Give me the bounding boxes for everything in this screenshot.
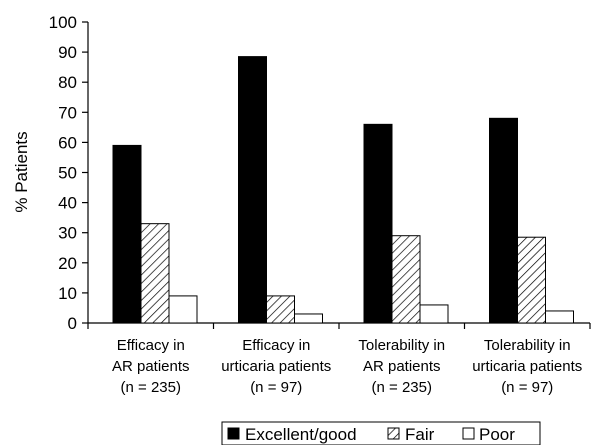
x-category-label: (n = 97) (501, 379, 553, 396)
bar-poor-3 (419, 304, 449, 324)
legend-box (221, 421, 541, 445)
legend-label: Fair (405, 425, 435, 444)
bar-poor-4 (545, 310, 574, 324)
bar-fair-2 (266, 295, 295, 324)
y-tick-label: 50 (58, 164, 77, 183)
legend: Excellent/good Fair Poor (221, 421, 541, 445)
bar-poor-1 (168, 295, 198, 324)
bar-excellent-good-4 (489, 117, 518, 324)
y-tick-label: 70 (58, 103, 77, 122)
bar-excellent-good-2 (238, 56, 267, 324)
x-category-label: Tolerability in (484, 337, 571, 354)
y-tick-label: 80 (58, 73, 77, 92)
x-category-label: Tolerability in (358, 337, 445, 354)
legend-label: Excellent/good (245, 425, 357, 444)
y-tick-label: 90 (58, 43, 77, 62)
x-category-label: Efficacy in (117, 337, 185, 354)
bar-fair-1 (140, 223, 170, 324)
x-category-label: (n = 235) (372, 379, 432, 396)
x-category-label: (n = 235) (121, 379, 181, 396)
y-tick-label: 10 (58, 284, 77, 303)
bar-poor-2 (294, 313, 323, 324)
x-category-label: AR patients (112, 358, 190, 375)
x-category-label: (n = 97) (250, 379, 302, 396)
legend-label: Poor (479, 425, 515, 444)
legend-swatch (227, 427, 240, 440)
bar-fair-3 (391, 235, 421, 324)
y-tick-label: 40 (58, 194, 77, 213)
y-tick-label: 30 (58, 224, 77, 243)
x-category-label: Efficacy in (242, 337, 310, 354)
y-tick-label: 0 (68, 314, 77, 333)
bar-excellent-good-3 (363, 123, 393, 324)
y-tick-label: 60 (58, 133, 77, 152)
x-category-label: urticaria patients (221, 358, 331, 375)
legend-swatch (462, 427, 475, 440)
legend-swatch (387, 427, 400, 440)
bar-fair-4 (517, 236, 546, 324)
x-category-label: urticaria patients (472, 358, 582, 375)
plot-area: 0 10 20 30 40 50 60 70 80 90 100 Efficacy in AR pati… (49, 13, 591, 396)
y-tick-label: 20 (58, 254, 77, 273)
y-axis-title: % Patients (12, 131, 31, 212)
bar-excellent-good-1 (112, 144, 142, 324)
x-category-label: AR patients (363, 358, 441, 375)
y-tick-label: 100 (49, 13, 77, 32)
